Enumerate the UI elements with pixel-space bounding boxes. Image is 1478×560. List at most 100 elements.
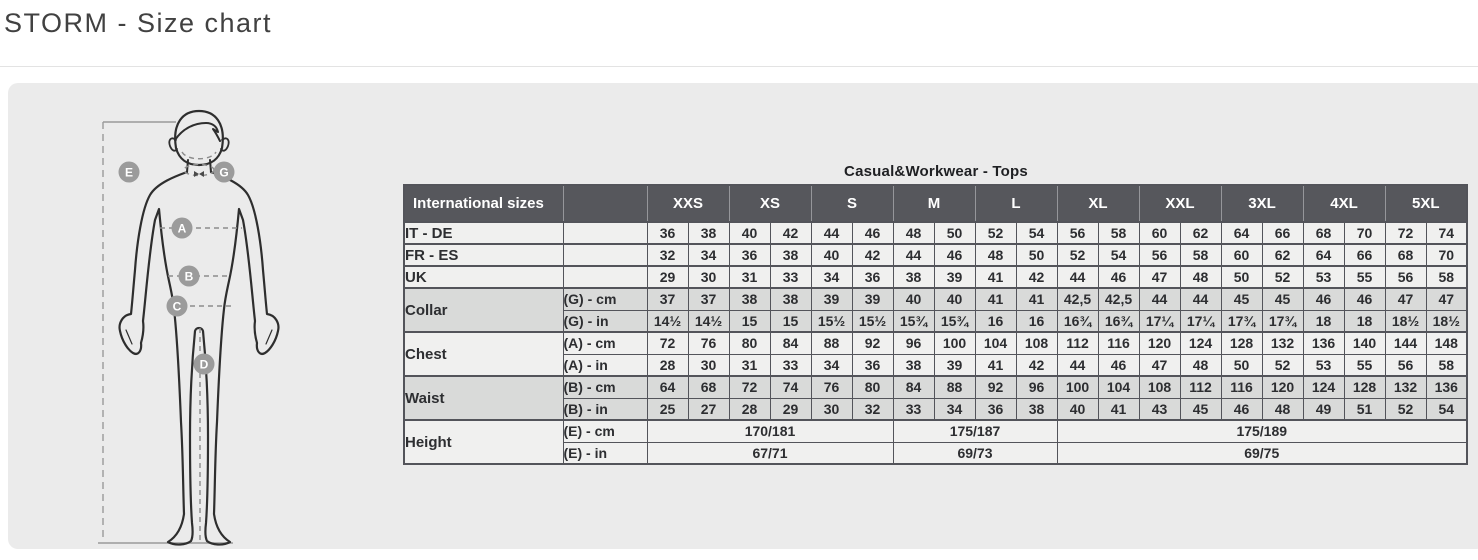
- size-header-row: International sizes XXS XS S M L XL XXL 3XL 4XL 5X…: [403, 184, 1468, 223]
- size-chart-panel: E G A B C D Casual&Workwear - Tops Internatio…: [8, 83, 1478, 549]
- row-sublabel: (A) - cm: [562, 331, 648, 355]
- measure-marker-d: D: [193, 353, 215, 375]
- size-value-cell: 128: [1220, 331, 1263, 355]
- size-value-cell: 34: [687, 243, 730, 267]
- size-value-cell: 80: [728, 331, 771, 355]
- size-value-cell: 53: [1302, 353, 1345, 377]
- size-value-cell: 36: [851, 353, 894, 377]
- measure-marker-b: B: [178, 265, 200, 287]
- size-value-cell: 48: [892, 221, 935, 245]
- size-value-cell: 42: [769, 221, 812, 245]
- size-value-cell: 16¾: [1097, 309, 1140, 333]
- collar-dash-line: [183, 163, 215, 177]
- size-value-cell: 100: [933, 331, 976, 355]
- size-value-cell: 124: [1179, 331, 1222, 355]
- size-value-cell: 34: [810, 265, 853, 289]
- size-value-cell: 31: [728, 265, 771, 289]
- table-row: (B) - in 25 27 28 29 30 32 33 34 36 38 40 41 43 45 46 48…: [404, 397, 1468, 421]
- size-value-cell: 80: [851, 375, 894, 399]
- size-value-cell: 56: [1138, 243, 1181, 267]
- size-value-cell: 56: [1384, 265, 1427, 289]
- size-value-cell: 62: [1179, 221, 1222, 245]
- measure-marker-c: C: [166, 295, 188, 317]
- size-value-cell: 40: [892, 287, 935, 311]
- row-sublabel: (G) - in: [562, 309, 648, 333]
- size-value-cell: 36: [728, 243, 771, 267]
- size-value-cell: 44: [1056, 353, 1099, 377]
- size-value-cell: 38: [728, 287, 771, 311]
- size-value-cell: 33: [892, 397, 935, 421]
- size-header-3xl: 3XL: [1220, 184, 1304, 223]
- size-value-cell: 124: [1302, 375, 1345, 399]
- size-value-cell: 148: [1425, 331, 1468, 355]
- size-value-cell: 17¼: [1138, 309, 1181, 333]
- body-figure-svg: E G A B C D: [98, 109, 280, 546]
- size-value-cell: 112: [1056, 331, 1099, 355]
- table-row: Height (E) - cm 170/181 175/187 175/189: [403, 419, 1468, 465]
- size-value-cell: 32: [851, 397, 894, 421]
- size-value-cell: 34: [933, 397, 976, 421]
- size-value-cell: 58: [1179, 243, 1222, 267]
- row-sublabel: (G) - cm: [562, 287, 648, 311]
- size-value-cell: 49: [1302, 397, 1345, 421]
- size-value-cell: 18: [1343, 309, 1386, 333]
- size-value-cell: 44: [1056, 265, 1099, 289]
- size-value-cell: 29: [646, 265, 689, 289]
- size-value-cell: 16: [1015, 309, 1058, 333]
- size-header-xl: XL: [1056, 184, 1140, 223]
- size-value-cell: 38: [892, 353, 935, 377]
- row-label: UK: [403, 265, 564, 289]
- table-row: FR - ES 32 34 36 38 40 42 44 46 48 50 52 54 56 58 60 62 6…: [403, 243, 1468, 267]
- size-value-cell: 40: [933, 287, 976, 311]
- size-value-cell: 28: [728, 397, 771, 421]
- size-value-cell: 41: [974, 265, 1017, 289]
- size-value-cell: 36: [646, 221, 689, 245]
- size-table: International sizes XXS XS S M L XL XXL 3XL 4XL 5X…: [403, 184, 1468, 465]
- size-value-cell: 68: [687, 375, 730, 399]
- size-value-cell: 30: [687, 265, 730, 289]
- size-value-cell: 116: [1220, 375, 1263, 399]
- size-value-cell: 44: [810, 221, 853, 245]
- measure-marker-a: A: [171, 217, 193, 239]
- size-value-cell: 48: [974, 243, 1017, 267]
- size-value-cell: 38: [1015, 397, 1058, 421]
- size-header-xxs: XXS: [646, 184, 730, 223]
- table-caption: Casual&Workwear - Tops: [844, 163, 1028, 180]
- size-value-cell: 50: [1220, 353, 1263, 377]
- size-header-xxl: XXL: [1138, 184, 1222, 223]
- row-sublabel: [562, 265, 648, 289]
- table-row: IT - DE 36 38 40 42 44 46 48 50 52 54 56 58 60 62 64 66 6…: [403, 221, 1468, 245]
- size-value-cell: 54: [1097, 243, 1140, 267]
- svg-text:D: D: [200, 358, 209, 372]
- size-value-cell: 52: [1056, 243, 1099, 267]
- size-value-cell: 46: [933, 243, 976, 267]
- size-value-cell: 53: [1302, 265, 1345, 289]
- size-value-cell: 68: [1384, 243, 1427, 267]
- size-value-cell: 96: [1015, 375, 1058, 399]
- size-value-cell: 18: [1302, 309, 1345, 333]
- table-corner-label: International sizes: [403, 184, 564, 223]
- size-value-cell: 76: [810, 375, 853, 399]
- size-value-cell: 41: [974, 353, 1017, 377]
- row-sublabel: [562, 243, 648, 267]
- size-value-cell: 55: [1343, 353, 1386, 377]
- size-value-cell: 60: [1220, 243, 1263, 267]
- table-header-blank-cell: [562, 184, 648, 223]
- size-value-cell: 39: [933, 353, 976, 377]
- size-value-cell: 58: [1425, 353, 1468, 377]
- size-value-cell: 132: [1384, 375, 1427, 399]
- size-value-cell: 16: [974, 309, 1017, 333]
- size-value-cell: 144: [1384, 331, 1427, 355]
- table-row: (A) - in 28 30 31 33 34 36 38 39 41 42 44 46 47 48 50 52…: [404, 353, 1468, 377]
- size-value-cell: 32: [646, 243, 689, 267]
- size-value-cell: 39: [933, 265, 976, 289]
- size-value-cell: 60: [1138, 221, 1181, 245]
- size-value-cell: 54: [1425, 397, 1468, 421]
- collar-bowtie-icon: [194, 171, 204, 177]
- size-value-cell: 38: [687, 221, 730, 245]
- size-value-cell: 58: [1097, 221, 1140, 245]
- size-value-cell: 30: [687, 353, 730, 377]
- size-value-cell: 46: [1097, 265, 1140, 289]
- svg-text:E: E: [125, 166, 133, 180]
- table-row: Collar (G) - cm 37 37 38 38 39 39 40 40 41 41 42,5 42…: [403, 287, 1468, 333]
